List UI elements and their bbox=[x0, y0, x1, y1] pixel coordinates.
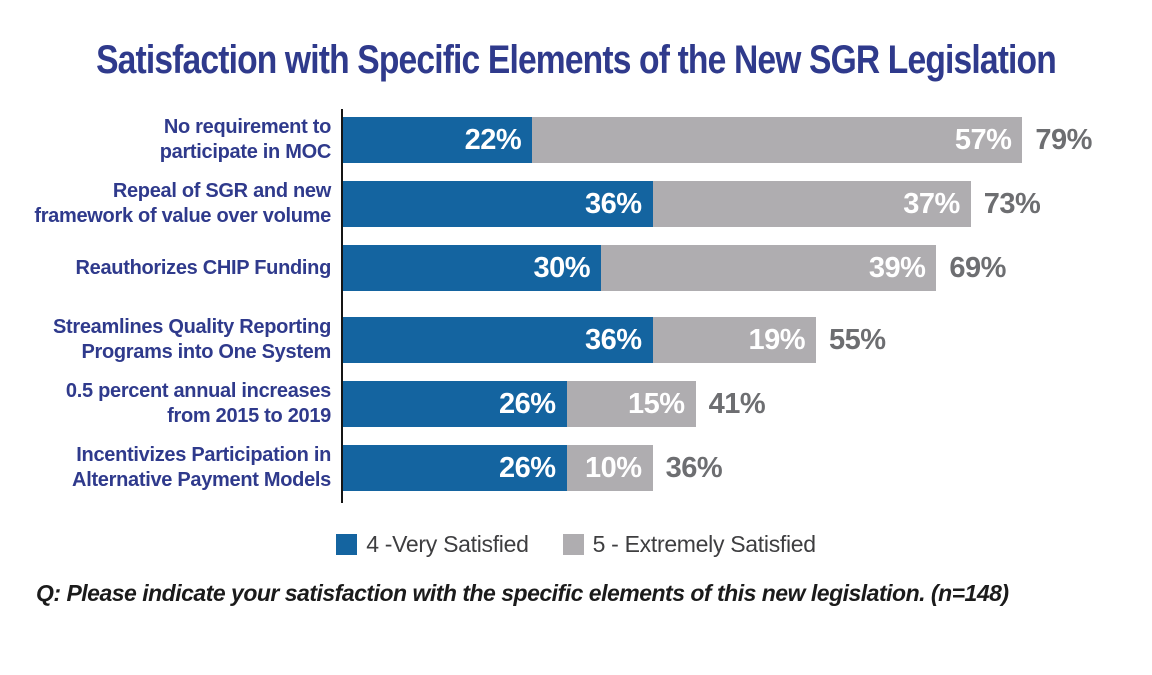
category-label: 0.5 percent annual increases from 2015 t… bbox=[65, 380, 331, 427]
bar-row: No requirement to participate in MOC 22% 5… bbox=[0, 116, 1152, 163]
segment-extremely-satisfied: 39% bbox=[601, 245, 937, 291]
segment-extremely-satisfied: 10% bbox=[566, 445, 653, 491]
segment-extremely-satisfied: 37% bbox=[652, 181, 971, 227]
category-label: Incentivizes Participation in Alternativ… bbox=[72, 444, 331, 491]
segment-value-label: 15% bbox=[628, 387, 685, 420]
segment-very-satisfied: 36% bbox=[343, 181, 653, 227]
bar-area: 26% 15% 41% bbox=[343, 381, 1152, 427]
survey-question-note: Q: Please indicate your satisfaction wit… bbox=[36, 580, 1009, 606]
segment-value-label: 36% bbox=[585, 187, 642, 220]
segment-value-label: 10% bbox=[585, 451, 642, 484]
segment-extremely-satisfied: 57% bbox=[532, 117, 1023, 163]
bar-area: 22% 57% 79% bbox=[343, 117, 1152, 163]
legend: 4 -Very Satisfied 5 - Extremely Satisfied bbox=[0, 531, 1152, 558]
segment-value-label: 19% bbox=[748, 323, 805, 356]
segment-very-satisfied: 26% bbox=[343, 381, 567, 427]
legend-label: 4 -Very Satisfied bbox=[366, 531, 529, 557]
segment-very-satisfied: 26% bbox=[343, 445, 567, 491]
total-value-label: 73% bbox=[983, 187, 1041, 220]
chart-page: Satisfaction with Specific Elements of t… bbox=[0, 38, 1152, 607]
category-label: Repeal of SGR and new framework of value… bbox=[34, 180, 331, 227]
segment-value-label: 37% bbox=[903, 187, 960, 220]
segment-value-label: 36% bbox=[585, 323, 642, 356]
bar-row: Streamlines Quality Reporting Programs i… bbox=[0, 316, 1152, 363]
category-label: Reauthorizes CHIP Funding bbox=[75, 256, 332, 279]
segment-very-satisfied: 36% bbox=[343, 317, 653, 363]
segment-value-label: 22% bbox=[464, 123, 522, 156]
total-value-label: 36% bbox=[665, 451, 723, 484]
segment-value-label: 30% bbox=[533, 251, 590, 284]
total-value-label: 79% bbox=[1035, 123, 1092, 156]
segment-value-label: 39% bbox=[868, 251, 926, 284]
legend-item-very-satisfied: 4 -Very Satisfied bbox=[336, 531, 529, 558]
legend-swatch-icon bbox=[336, 534, 358, 555]
bar-area: 26% 10% 36% bbox=[343, 445, 1152, 491]
total-value-label: 41% bbox=[708, 387, 766, 420]
bar-area: 36% 19% 55% bbox=[343, 317, 1152, 363]
legend-swatch-icon bbox=[562, 534, 584, 555]
total-value-label: 69% bbox=[949, 251, 1006, 284]
y-axis-line bbox=[341, 109, 343, 503]
total-value-label: 55% bbox=[828, 323, 886, 356]
segment-extremely-satisfied: 19% bbox=[652, 317, 816, 363]
chart-title: Satisfaction with Specific Elements of t… bbox=[96, 38, 1057, 82]
segment-value-label: 26% bbox=[499, 451, 556, 484]
bar-row: Incentivizes Participation in Alternativ… bbox=[0, 444, 1152, 491]
legend-label: 5 - Extremely Satisfied bbox=[592, 531, 816, 557]
bar-row: Reauthorizes CHIP Funding 30% 39% 69% bbox=[0, 245, 1152, 291]
bar-row: Repeal of SGR and new framework of value… bbox=[0, 180, 1152, 227]
segment-value-label: 26% bbox=[499, 387, 556, 420]
segment-extremely-satisfied: 15% bbox=[566, 381, 696, 427]
legend-item-extremely-satisfied: 5 - Extremely Satisfied bbox=[562, 531, 816, 558]
bar-rows: No requirement to participate in MOC 22% 5… bbox=[0, 116, 1152, 491]
bar-area: 30% 39% 69% bbox=[343, 245, 1152, 291]
stacked-bar-chart: No requirement to participate in MOC 22% 5… bbox=[0, 109, 1152, 503]
segment-very-satisfied: 30% bbox=[343, 245, 601, 291]
segment-value-label: 57% bbox=[954, 123, 1012, 156]
bar-area: 36% 37% 73% bbox=[343, 181, 1152, 227]
category-label: No requirement to participate in MOC bbox=[159, 116, 332, 163]
category-label: Streamlines Quality Reporting Programs i… bbox=[52, 316, 331, 363]
bar-row: 0.5 percent annual increases from 2015 t… bbox=[0, 380, 1152, 427]
segment-very-satisfied: 22% bbox=[343, 117, 533, 163]
